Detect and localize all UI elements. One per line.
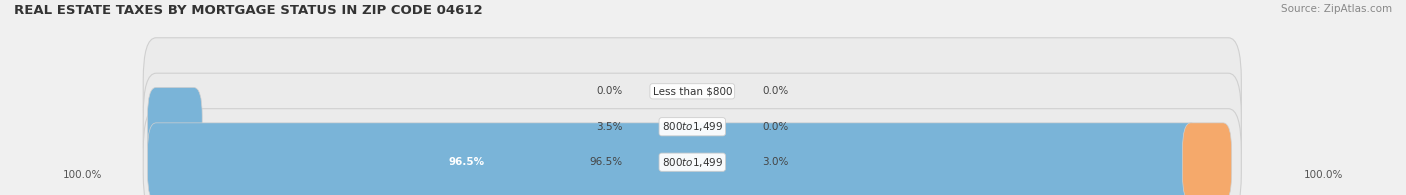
- Text: 96.5%: 96.5%: [589, 157, 623, 167]
- FancyBboxPatch shape: [143, 109, 1241, 195]
- Text: 0.0%: 0.0%: [596, 86, 623, 96]
- Text: REAL ESTATE TAXES BY MORTGAGE STATUS IN ZIP CODE 04612: REAL ESTATE TAXES BY MORTGAGE STATUS IN …: [14, 4, 482, 17]
- FancyBboxPatch shape: [143, 38, 1241, 145]
- Text: 100.0%: 100.0%: [63, 170, 103, 181]
- Text: 0.0%: 0.0%: [762, 122, 789, 132]
- Text: 3.0%: 3.0%: [762, 157, 789, 167]
- Text: Source: ZipAtlas.com: Source: ZipAtlas.com: [1281, 4, 1392, 14]
- Text: $800 to $1,499: $800 to $1,499: [662, 156, 723, 169]
- Text: 96.5%: 96.5%: [449, 157, 485, 167]
- Text: Less than $800: Less than $800: [652, 86, 733, 96]
- FancyBboxPatch shape: [1182, 123, 1232, 195]
- Text: 0.0%: 0.0%: [762, 86, 789, 96]
- Text: 3.5%: 3.5%: [596, 122, 623, 132]
- FancyBboxPatch shape: [148, 87, 202, 166]
- Text: $800 to $1,499: $800 to $1,499: [662, 120, 723, 133]
- FancyBboxPatch shape: [148, 123, 1199, 195]
- FancyBboxPatch shape: [143, 73, 1241, 180]
- Text: 100.0%: 100.0%: [1303, 170, 1343, 181]
